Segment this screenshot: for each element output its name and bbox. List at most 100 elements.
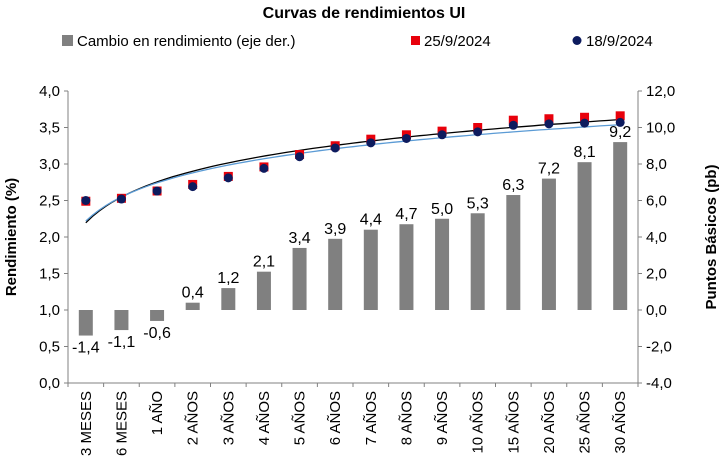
point-18-9	[188, 182, 198, 192]
legend-swatch-change	[62, 35, 73, 46]
y-tick-label: 0,0	[39, 375, 60, 392]
point-18-9	[81, 196, 91, 205]
y-tick-label: 1,5	[39, 266, 60, 283]
x-tick-label: 30 AÑOS	[612, 391, 629, 454]
change-bar	[185, 302, 200, 310]
change-bar	[470, 213, 485, 310]
x-tick-label: 6 AÑOS	[327, 391, 344, 445]
x-tick-label: 2 AÑOS	[185, 391, 202, 445]
y2-tick-label: 4,0	[646, 229, 667, 246]
x-tick-label: 3 AÑOS	[220, 391, 237, 445]
point-18-9	[259, 163, 269, 173]
change-bar	[399, 224, 414, 310]
change-bar	[256, 271, 271, 310]
point-18-9	[366, 138, 376, 148]
point-18-9	[544, 119, 554, 129]
change-bar	[78, 310, 93, 336]
legend-label-change: Cambio en rendimiento (eje der.)	[77, 33, 295, 50]
point-18-9	[437, 130, 447, 140]
point-18-9	[223, 173, 233, 183]
change-data-label: 0,4	[182, 285, 204, 302]
change-data-label: 1,2	[217, 270, 239, 287]
change-data-label: 9,2	[609, 124, 631, 141]
point-18-9	[580, 118, 590, 128]
change-bar	[114, 310, 129, 331]
y-axis-title: Rendimiento (%)	[3, 178, 20, 296]
point-18-9	[615, 117, 625, 127]
change-data-label: 4,4	[360, 212, 382, 229]
legend-swatch-18-9	[572, 36, 582, 45]
x-tick-label: 6 MESES	[113, 391, 130, 456]
chart-title: Curvas de rendimientos UI	[263, 5, 466, 22]
change-data-label: -1,1	[108, 334, 136, 351]
change-bar	[541, 178, 556, 310]
y2-axis-title: Puntos Básicos (pb)	[703, 164, 720, 309]
change-data-label: 3,4	[288, 230, 310, 247]
change-bar	[292, 247, 307, 310]
legend-label-25-9: 25/9/2024	[424, 33, 491, 50]
y-tick-label: 4,0	[39, 83, 60, 100]
y2-tick-label: -2,0	[646, 339, 672, 356]
y2-tick-label: 10,0	[646, 120, 675, 137]
change-bar	[506, 195, 521, 310]
x-tick-label: 10 AÑOS	[470, 391, 487, 454]
x-tick-label: 15 AÑOS	[505, 391, 522, 454]
point-18-9	[508, 120, 518, 130]
y2-tick-label: -4,0	[646, 375, 672, 392]
plot-area: 0,0 0,5 1,0 1,5 2,0 2,5 3,0 3,5 4,0 -4,0 -2,0 0,0 2,…	[39, 83, 675, 456]
y2-tick-label: 12,0	[646, 83, 675, 100]
change-bar	[328, 238, 343, 310]
legend-label-18-9: 18/9/2024	[586, 33, 653, 50]
x-tick-label: 9 AÑOS	[434, 391, 451, 445]
y-tick-label: 3,0	[39, 156, 60, 173]
x-tick-label: 3 MESES	[78, 391, 95, 456]
y2-tick-label: 6,0	[646, 193, 667, 210]
point-18-9	[116, 194, 126, 204]
point-25-9	[508, 115, 518, 125]
change-bar	[435, 218, 450, 310]
y-tick-label: 0,5	[39, 339, 60, 356]
x-tick-label: 1 AÑO	[149, 391, 166, 435]
change-data-label: -1,4	[72, 340, 100, 357]
point-25-9	[580, 112, 590, 122]
change-bar	[221, 288, 236, 310]
y2-tick-label: 8,0	[646, 156, 667, 173]
change-bar	[613, 142, 628, 310]
x-tick-label: 20 AÑOS	[541, 391, 558, 454]
legend-swatch-25-9	[411, 36, 420, 45]
change-data-label: 8,1	[573, 144, 595, 161]
x-tick-label: 4 AÑOS	[256, 391, 273, 445]
change-data-label: 7,2	[538, 161, 560, 178]
x-tick-label: 25 AÑOS	[577, 391, 594, 454]
point-25-9	[544, 114, 554, 124]
change-bar	[363, 229, 378, 310]
point-18-9	[152, 186, 162, 196]
y-tick-label: 2,5	[39, 193, 60, 210]
x-tick-label: 8 AÑOS	[398, 391, 415, 445]
change-data-label: 2,1	[253, 254, 275, 271]
change-bar	[150, 310, 165, 321]
trend-line-25-9	[85, 118, 621, 224]
y2-tick-label: 2,0	[646, 266, 667, 283]
change-data-label: 3,9	[324, 221, 346, 238]
legend: Cambio en rendimiento (eje der.) 25/9/20…	[62, 33, 653, 50]
point-18-9	[401, 133, 411, 143]
x-tick-label: 5 AÑOS	[292, 391, 309, 445]
x-tick-label: 7 AÑOS	[363, 391, 380, 445]
change-data-label: 5,3	[467, 195, 489, 212]
y2-tick-label: 0,0	[646, 302, 667, 319]
y-tick-label: 1,0	[39, 302, 60, 319]
point-18-9	[473, 127, 483, 137]
point-18-9	[330, 143, 340, 153]
change-data-label: 6,3	[502, 177, 524, 194]
change-bar	[577, 162, 592, 310]
change-data-label: 5,0	[431, 201, 453, 218]
change-data-label: 4,7	[395, 206, 417, 223]
y-tick-label: 2,0	[39, 229, 60, 246]
trend-line-18-9	[85, 124, 621, 222]
point-25-9	[615, 111, 625, 121]
point-18-9	[295, 152, 305, 162]
change-data-label: -0,6	[143, 325, 171, 342]
y-tick-label: 3,5	[39, 120, 60, 137]
